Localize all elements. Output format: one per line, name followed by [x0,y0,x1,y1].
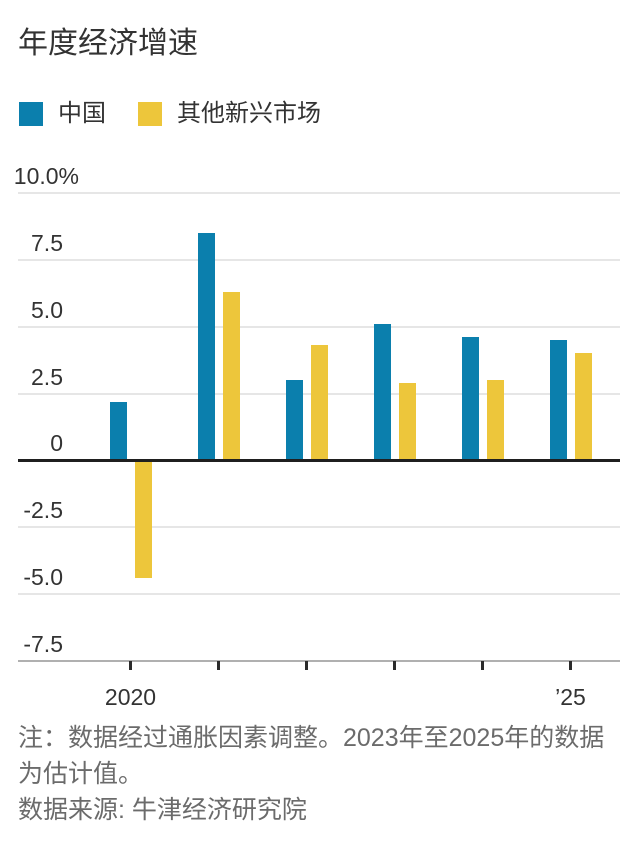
bar-china-2025 [549,340,567,461]
gridline [18,325,620,328]
x-axis-tick [393,661,396,670]
page-title: 年度经济增速 [18,27,198,60]
bar-other-em-2023 [399,382,416,461]
bar-china-2022 [285,380,303,461]
x-axis-tick [569,661,572,670]
y-axis-label: 2.5 [31,363,63,390]
bar-other-em-2020 [135,460,152,579]
bar-china-2020 [109,401,127,461]
gridline [18,593,620,596]
x-axis-tick [129,661,132,670]
bar-chart-plot-area: 10.0% 7.5 5.0 2.5 0 -2.5 -5.0 -7.5 2020 ’25 [13,163,620,710]
legend-swatch-china-icon [19,102,43,126]
bar-other-em-2022 [311,345,328,461]
chart-source: 数据来源: 牛津经济研究院 [18,796,307,824]
y-axis-label: 0 [50,430,63,457]
y-axis-label: 7.5 [31,229,63,256]
x-axis-tick [305,661,308,670]
legend-label-china: 中国 [58,100,106,127]
bar-other-em-2024 [487,380,504,461]
x-axis-line [18,660,620,662]
gridline [18,258,620,261]
x-axis-tick [481,661,484,670]
bar-other-em-2025 [575,353,592,461]
gridline [18,192,620,194]
zero-baseline [18,459,620,462]
bar-china-2023 [373,324,391,461]
y-axis-label: 5.0 [31,296,63,323]
legend-label-other-em: 其他新兴市场 [177,100,321,127]
bar-other-em-2021 [223,291,240,461]
y-axis-label: 10.0% [13,163,79,189]
bar-china-2021 [197,233,215,461]
bar-china-2024 [461,337,479,461]
y-axis-label: -5.0 [23,564,63,591]
y-axis-label: -7.5 [23,631,63,657]
x-axis-tick [217,661,220,670]
x-axis-label: 2020 [104,684,157,710]
gridline [18,526,620,529]
legend-swatch-other-em-icon [138,102,162,126]
y-axis-label: -2.5 [23,497,63,524]
x-axis-label: ’25 [555,684,586,710]
chart-note: 注：数据经过通胀因素调整。2023年至2025年的数据为估计值。 [18,724,605,788]
